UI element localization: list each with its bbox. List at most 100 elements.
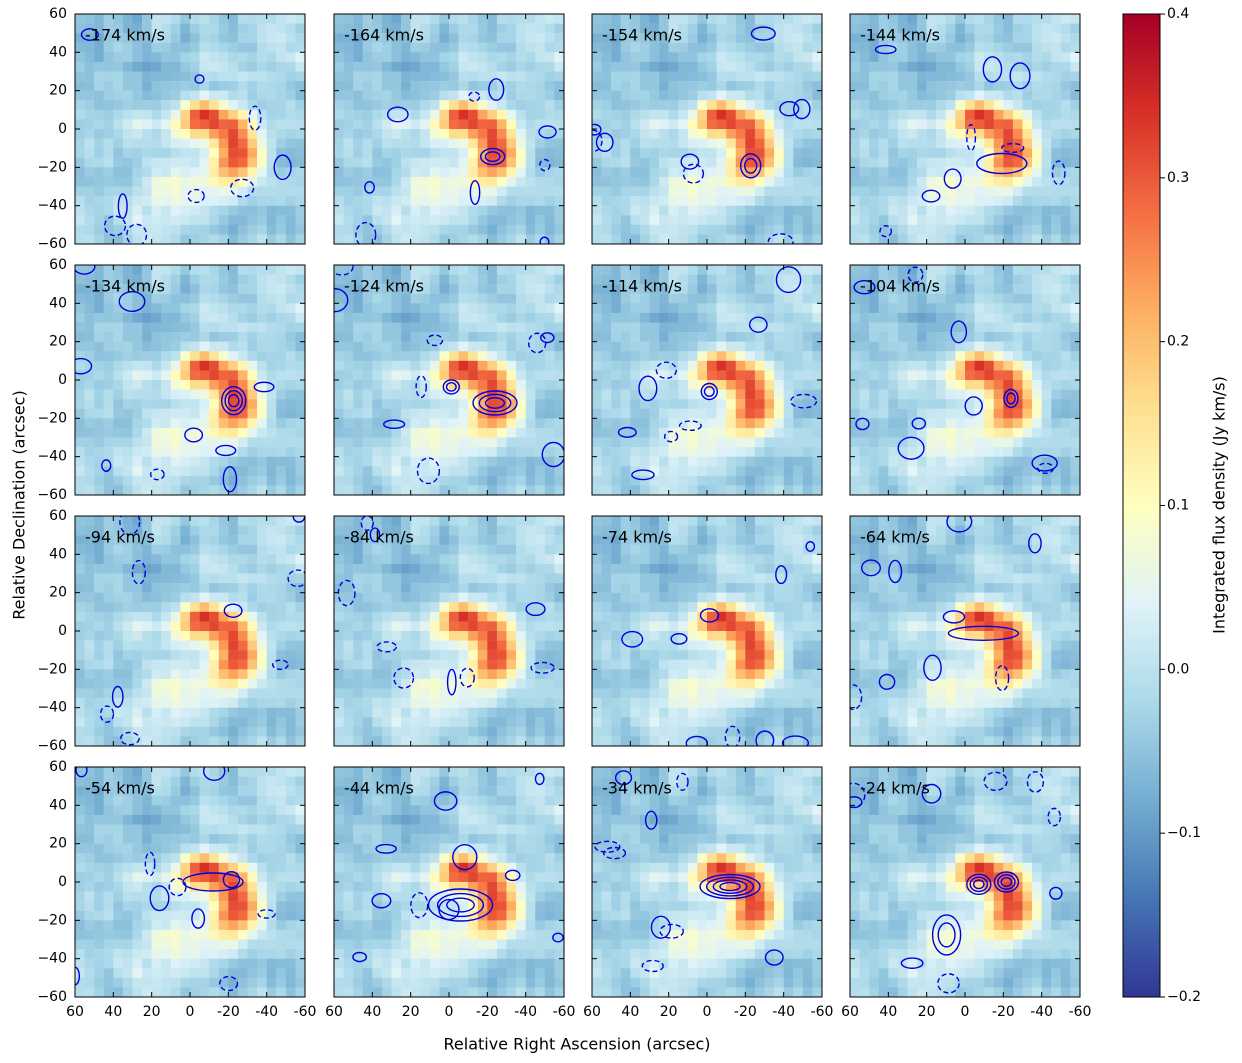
heatmap <box>334 767 564 997</box>
y-tick-label: −40 <box>37 700 67 716</box>
heatmap <box>334 14 564 244</box>
y-tick-label: −40 <box>37 449 67 465</box>
y-tick-label: −20 <box>37 159 67 175</box>
figure: Relative Right Ascension (arcsec) Relati… <box>0 0 1242 1059</box>
x-axis-label: Relative Right Ascension (arcsec) <box>444 1035 711 1054</box>
panel: -94 km/s −60 −40 −20 0 20 40 60 <box>37 508 307 754</box>
heatmap <box>592 14 822 244</box>
heatmap <box>75 14 305 244</box>
panel-label: -154 km/s <box>602 26 682 45</box>
y-tick-label: −20 <box>37 661 67 677</box>
y-tick-label: 0 <box>58 372 67 388</box>
panel: -164 km/s <box>334 14 564 247</box>
heatmap <box>592 516 822 746</box>
y-tick-label: 60 <box>49 6 67 22</box>
panel: -74 km/s <box>592 516 822 750</box>
y-tick-label: 0 <box>58 874 67 890</box>
y-tick-label: 60 <box>49 759 67 775</box>
x-tick-label: 40 <box>363 1004 381 1020</box>
panel: -104 km/s <box>850 265 1080 495</box>
heatmap <box>850 767 1080 997</box>
panel: -64 km/s <box>845 511 1080 746</box>
panel-label: -84 km/s <box>344 528 414 547</box>
panel: -24 km/s6040200-20-40-60 <box>841 767 1091 1020</box>
x-tick-label: 60 <box>841 1004 859 1020</box>
x-tick-label: 20 <box>402 1004 420 1020</box>
panel-label: -124 km/s <box>344 277 424 296</box>
x-tick-label: 60 <box>583 1004 601 1020</box>
x-tick-label: 40 <box>621 1004 639 1020</box>
colorbar-tick-label: 0.0 <box>1167 661 1189 677</box>
panel-label: -104 km/s <box>860 277 940 296</box>
x-tick-label: 20 <box>660 1004 678 1020</box>
x-tick-label: -20 <box>734 1004 757 1020</box>
x-tick-label: 20 <box>143 1004 161 1020</box>
y-tick-label: −20 <box>37 912 67 928</box>
y-tick-label: 20 <box>49 585 67 601</box>
colorbar-label: Integrated flux density (Jy km/s) <box>1210 376 1229 634</box>
panel: -174 km/s−60−40−200204060 <box>37 6 305 252</box>
heatmap <box>75 767 305 997</box>
panel: -154 km/s <box>583 14 822 250</box>
colorbar <box>1123 14 1160 997</box>
panel-label: -94 km/s <box>85 528 155 547</box>
panel-label: -54 km/s <box>85 779 155 798</box>
y-tick-label: 40 <box>49 44 67 60</box>
x-tick-label: -60 <box>1069 1004 1092 1020</box>
panel-label: -74 km/s <box>602 528 672 547</box>
y-tick-label: −40 <box>37 951 67 967</box>
x-tick-label: 20 <box>918 1004 936 1020</box>
heatmap <box>75 516 305 746</box>
x-tick-label: 60 <box>66 1004 84 1020</box>
y-tick-label: −60 <box>37 989 67 1005</box>
panel: -84 km/s <box>334 516 564 746</box>
colorbar-tick-label: 0.3 <box>1167 170 1189 186</box>
y-tick-label: 0 <box>58 121 67 137</box>
heatmap <box>592 767 822 997</box>
x-tick-label: -60 <box>811 1004 834 1020</box>
y-tick-label: 40 <box>49 797 67 813</box>
y-tick-label: −60 <box>37 738 67 754</box>
colorbar-tick-label: −0.2 <box>1167 989 1201 1005</box>
panel-label: -164 km/s <box>344 26 424 45</box>
panel: -124 km/s <box>322 259 565 496</box>
x-tick-label: -20 <box>992 1004 1015 1020</box>
x-tick-label: -40 <box>1030 1004 1053 1020</box>
heatmap <box>850 265 1080 495</box>
y-tick-label: 40 <box>49 546 67 562</box>
y-tick-label: 20 <box>49 836 67 852</box>
panel-label: -34 km/s <box>602 779 672 798</box>
x-tick-label: -60 <box>553 1004 576 1020</box>
panel-label: -144 km/s <box>860 26 940 45</box>
y-tick-label: −40 <box>37 198 67 214</box>
colorbar-tick-label: 0.2 <box>1167 334 1189 350</box>
x-tick-label: 0 <box>186 1004 195 1020</box>
panel-label: -64 km/s <box>860 528 930 547</box>
panel-label: -44 km/s <box>344 779 414 798</box>
heatmap <box>592 265 822 495</box>
x-tick-label: -60 <box>294 1004 317 1020</box>
y-tick-label: 60 <box>49 257 67 273</box>
x-tick-label: -40 <box>255 1004 278 1020</box>
panel-label: -174 km/s <box>85 26 165 45</box>
heatmap <box>850 14 1080 244</box>
panel: -54 km/s 60 40 20 0 -20 -40 -60 −60 −40 −20 0 20 40 60 <box>37 759 316 1020</box>
y-tick-label: 20 <box>49 334 67 350</box>
y-tick-label: 60 <box>49 508 67 524</box>
heatmap <box>850 516 1080 746</box>
y-tick-label: −20 <box>37 410 67 426</box>
panel: -144 km/s <box>850 14 1080 244</box>
x-tick-label: -20 <box>217 1004 240 1020</box>
x-tick-label: 0 <box>961 1004 970 1020</box>
x-tick-label: 40 <box>104 1004 122 1020</box>
heatmap <box>334 516 564 746</box>
panel-label: -134 km/s <box>85 277 165 296</box>
y-tick-label: 0 <box>58 623 67 639</box>
y-tick-label: −60 <box>37 487 67 503</box>
panel: -114 km/s <box>592 265 822 495</box>
x-tick-label: 60 <box>325 1004 343 1020</box>
panel-label: -24 km/s <box>860 779 930 798</box>
colorbar-tick-label: −0.1 <box>1167 825 1201 841</box>
